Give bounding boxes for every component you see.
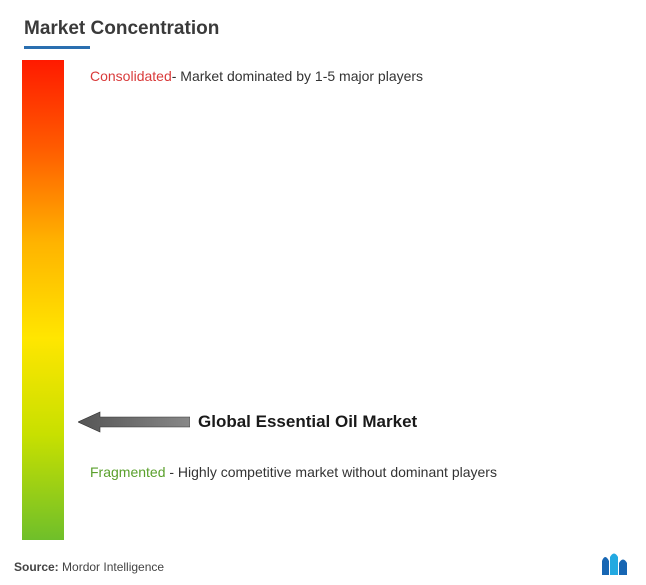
page-title: Market Concentration bbox=[24, 18, 219, 40]
fragmented-label: Fragmented bbox=[90, 464, 165, 480]
source-label: Source: bbox=[14, 560, 59, 574]
source-value: Mordor Intelligence bbox=[59, 560, 164, 574]
concentration-gradient-bar bbox=[22, 60, 64, 540]
title-underline bbox=[24, 46, 90, 49]
source-attribution: Source: Mordor Intelligence bbox=[14, 560, 164, 574]
consolidated-annotation: Consolidated- Market dominated by 1-5 ma… bbox=[90, 68, 423, 84]
fragmented-annotation: Fragmented - Highly competitive market w… bbox=[90, 460, 570, 485]
fragmented-description: - Highly competitive market without domi… bbox=[165, 464, 496, 480]
brand-logo-icon bbox=[602, 553, 632, 575]
consolidated-label: Consolidated bbox=[90, 68, 172, 84]
consolidated-description: - Market dominated by 1-5 major players bbox=[172, 68, 423, 84]
market-pointer-label: Global Essential Oil Market bbox=[198, 412, 417, 432]
pointer-arrow-icon bbox=[78, 410, 190, 434]
